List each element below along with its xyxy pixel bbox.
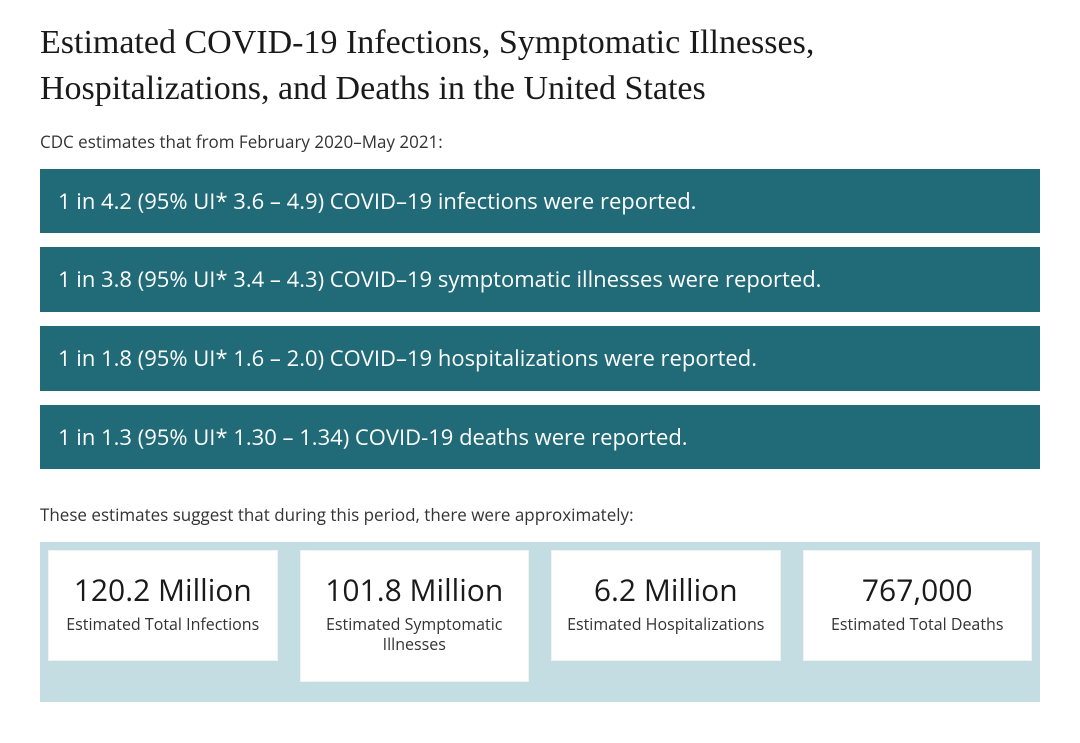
card-label: Estimated Total Deaths <box>818 614 1018 635</box>
estimates-intro: These estimates suggest that during this… <box>40 503 1040 526</box>
stat-bar-hospitalizations: 1 in 1.8 (95% UI* 1.6 – 2.0) COVID–19 ho… <box>40 326 1040 391</box>
card-value: 6.2 Million <box>566 573 766 608</box>
card-total-infections: 120.2 Million Estimated Total Infections <box>48 550 278 661</box>
card-total-deaths: 767,000 Estimated Total Deaths <box>803 550 1033 661</box>
stat-bar-symptomatic: 1 in 3.8 (95% UI* 3.4 – 4.3) COVID–19 sy… <box>40 247 1040 312</box>
date-range-subtitle: CDC estimates that from February 2020–Ma… <box>40 130 1040 153</box>
card-label: Estimated Total Infections <box>63 614 263 635</box>
card-label: Estimated Symptomatic Illnesses <box>315 614 515 656</box>
card-label: Estimated Hospitalizations <box>566 614 766 635</box>
card-symptomatic-illnesses: 101.8 Million Estimated Symptomatic Illn… <box>300 550 530 682</box>
stat-bars-container: 1 in 4.2 (95% UI* 3.6 – 4.9) COVID–19 in… <box>40 169 1040 469</box>
page-title: Estimated COVID-19 Infections, Symptomat… <box>40 20 1040 112</box>
card-hospitalizations: 6.2 Million Estimated Hospitalizations <box>551 550 781 661</box>
card-value: 120.2 Million <box>63 573 263 608</box>
card-value: 101.8 Million <box>315 573 515 608</box>
stat-bar-deaths: 1 in 1.3 (95% UI* 1.30 – 1.34) COVID-19 … <box>40 405 1040 470</box>
estimate-cards-container: 120.2 Million Estimated Total Infections… <box>40 542 1040 702</box>
card-value: 767,000 <box>818 573 1018 608</box>
stat-bar-infections: 1 in 4.2 (95% UI* 3.6 – 4.9) COVID–19 in… <box>40 169 1040 234</box>
